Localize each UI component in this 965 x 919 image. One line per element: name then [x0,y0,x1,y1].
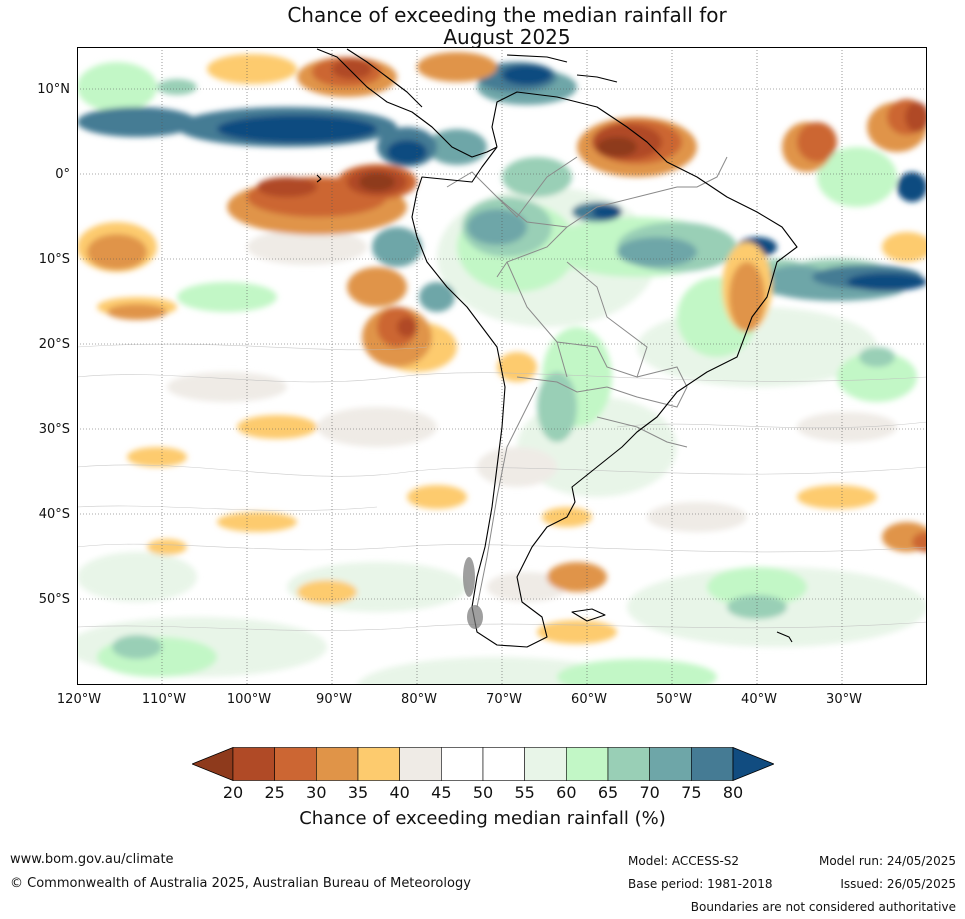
colorbar-graphic [190,746,776,782]
website-link[interactable]: www.bom.gov.au/climate [10,852,174,867]
title-line-1: Chance of exceeding the median rainfall … [287,3,727,27]
colorbar-cell [566,747,609,781]
copyright-text: © Commonwealth of Australia 2025, Austra… [10,876,471,891]
lat-label-30s: 30°S [38,422,70,437]
lon-label-100w: 100°W [226,692,272,707]
colorbar-cell [316,747,359,781]
lat-label-10s: 10°S [38,252,70,267]
colorbar-tick-label: 65 [597,783,619,802]
colorbar-tick-label: 70 [639,783,660,802]
colorbar-cell [524,747,567,781]
lon-label-70w: 70°W [486,692,522,707]
colorbar-tick-label: 20 [222,783,244,802]
boundaries-disclaimer: Boundaries are not considered authoritat… [690,900,956,914]
colorbar-extend-high [732,746,776,782]
graticule [77,47,927,685]
rainfall-map [77,47,927,685]
coastlines [316,48,798,648]
lat-label-40s: 40°S [38,507,70,522]
lon-label-90w: 90°W [316,692,352,707]
chart-title: Chance of exceeding the median rainfall … [0,4,965,48]
colorbar-tick-label: 45 [431,783,452,802]
colorbar-tick-label: 55 [514,783,535,802]
lat-label-10n: 10°N [37,82,70,97]
lat-label-50s: 50°S [38,592,70,607]
colorbar-cell [399,747,442,781]
colorbar-tick-label: 60 [556,783,577,802]
map-canvas [77,47,927,685]
lon-label-120w: 120°W [56,692,102,707]
colorbar-tick-label: 35 [347,783,369,802]
colorbar-cell [441,747,484,781]
colorbar-cell [691,747,734,781]
issued-date: Issued: 26/05/2025 [840,877,956,891]
patagonia-coast [463,557,483,629]
colorbar-cell [649,747,692,781]
lon-label-40w: 40°W [741,692,777,707]
country-borders [446,156,728,608]
model-name: Model: ACCESS-S2 [628,854,740,868]
colorbar [190,746,776,782]
title-line-2: August 2025 [443,25,571,49]
colorbar-label: Chance of exceeding median rainfall (%) [299,808,666,829]
colorbar-tick-label: 40 [389,783,410,802]
colorbar-cell [357,747,400,781]
colorbar-cell [274,747,317,781]
lat-label-20s: 20°S [38,337,70,352]
colorbar-cell [607,747,650,781]
model-run-date: Model run: 24/05/2025 [818,854,956,868]
lat-label-0: 0° [55,167,70,182]
colorbar-cell [482,747,525,781]
contour-lines [77,343,927,631]
colorbar-tick-label: 30 [306,783,327,802]
lon-label-30w: 30°W [826,692,862,707]
colorbar-tick-label: 50 [472,783,494,802]
lon-label-50w: 50°W [656,692,692,707]
colorbar-cell [232,747,275,781]
colorbar-tick-label: 80 [722,783,744,802]
map-frame [77,47,927,685]
colorbar-extend-low [190,746,234,782]
colorbar-tick-label: 25 [264,783,285,802]
lon-label-60w: 60°W [571,692,607,707]
colorbar-tick-label: 75 [681,783,702,802]
base-period: Base period: 1981-2018 [628,877,773,891]
lon-label-80w: 80°W [401,692,437,707]
lon-label-110w: 110°W [141,692,187,707]
